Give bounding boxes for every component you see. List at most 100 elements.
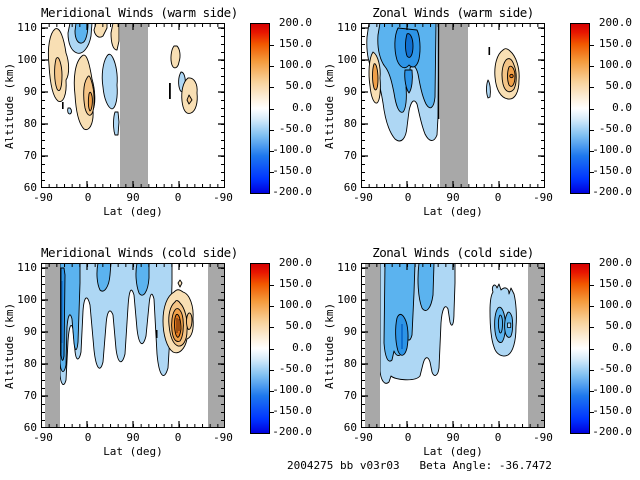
colorbar-tick <box>589 66 594 67</box>
no-data-band <box>365 263 380 428</box>
colorbar-tick-label: 100.0 <box>598 58 632 72</box>
plot-frame <box>361 23 545 188</box>
panel-title: Meridional Winds (warm side) <box>41 5 238 20</box>
colorbar-tick-label: 0.0 <box>612 340 632 354</box>
x-tick-label: -90 <box>33 431 53 444</box>
colorbar-tick-label: -100.0 <box>592 142 632 156</box>
contour-plot-meridional-warm <box>41 23 225 188</box>
x-tick-label: 90 <box>446 191 460 204</box>
colorbar-tick-label: -150.0 <box>272 163 312 177</box>
colorbar <box>250 23 274 194</box>
x-tick-label: -90 <box>353 431 373 444</box>
colorbar <box>250 263 274 434</box>
y-tick-label: 60 <box>23 421 37 434</box>
colorbar-tick <box>589 285 594 286</box>
colorbar-tick <box>589 151 594 152</box>
x-tick-label: 0 <box>174 431 182 444</box>
x-tick-label: 0 <box>404 191 412 204</box>
colorbar-tick <box>589 109 594 110</box>
colorbar-tick-label: -200.0 <box>272 425 312 438</box>
y-axis-tick-labels: 110 100 90 80 70 60 <box>0 261 37 435</box>
contour-plot-meridional-cold <box>41 263 225 428</box>
colorbar-tick-label: 0.0 <box>292 100 312 114</box>
y-tick-label: 110 <box>337 21 357 34</box>
plot-frame <box>41 23 225 188</box>
y-tick-label: 60 <box>343 421 357 434</box>
colorbar-tick <box>589 306 594 307</box>
colorbar-tick-labels: 200.0 150.0 100.0 50.0 0.0 -50.0 -100.0 -150.0 -… <box>584 16 632 199</box>
colorbar-tick <box>589 370 594 371</box>
colorbar-tick <box>269 151 274 152</box>
colorbar-tick-label: -150.0 <box>272 403 312 417</box>
plot-area <box>361 263 545 428</box>
colorbar-tick <box>589 327 594 328</box>
axis-minor-ticks-left <box>41 23 45 188</box>
colorbar-tick-label: -200.0 <box>272 185 312 198</box>
colorbar-tick-label: 50.0 <box>285 79 313 93</box>
colorbar-tick-label: 100.0 <box>278 298 312 312</box>
x-axis-label: Lat (deg) <box>423 445 483 458</box>
colorbar-tick <box>269 172 274 173</box>
y-tick-label: 100 <box>337 53 357 66</box>
x-tick-label: 0 <box>84 431 92 444</box>
plot-frame <box>361 263 545 428</box>
contour-fills <box>47 23 198 136</box>
x-tick-label: 90 <box>126 191 140 204</box>
y-tick-label: 90 <box>343 325 357 338</box>
y-tick-label: 80 <box>343 117 357 130</box>
y-tick-label: 70 <box>23 149 37 162</box>
colorbar-tick <box>589 87 594 88</box>
no-data-band <box>45 263 60 428</box>
colorbar-tick <box>589 391 594 392</box>
colorbar-tick <box>269 306 274 307</box>
colorbar-tick-label: -50.0 <box>278 361 312 375</box>
panel-title: Zonal Winds (cold side) <box>372 245 534 260</box>
contour-plot-zonal-warm <box>361 23 545 188</box>
colorbar-tick-label: 150.0 <box>278 37 312 51</box>
x-tick-label: -90 <box>353 191 373 204</box>
colorbar-tick <box>269 66 274 67</box>
y-tick-label: 60 <box>23 181 37 194</box>
y-tick-label: 90 <box>23 85 37 98</box>
plot-frame <box>41 263 225 428</box>
colorbar-tick <box>269 391 274 392</box>
axis-minor-ticks-right <box>221 23 225 188</box>
colorbar-tick <box>269 45 274 46</box>
colorbar-tick-label: 0.0 <box>612 100 632 114</box>
colorbar-tick-label: 100.0 <box>598 298 632 312</box>
contour-fills <box>59 263 194 386</box>
x-tick-label: -90 <box>213 191 233 204</box>
y-tick-label: 90 <box>343 85 357 98</box>
colorbar-tick-labels: 200.0 150.0 100.0 50.0 0.0 -50.0 -100.0 -150.0 -… <box>264 256 312 439</box>
axis-minor-ticks-left <box>361 23 365 188</box>
plot-area <box>41 23 225 188</box>
colorbar-tick-labels: 200.0 150.0 100.0 50.0 0.0 -50.0 -100.0 -150.0 -… <box>264 16 312 199</box>
x-tick-label: 90 <box>446 431 460 444</box>
y-axis-tick-labels: 110 100 90 80 70 60 <box>320 21 357 195</box>
no-data-band <box>120 23 148 188</box>
colorbar-tick-label: -200.0 <box>592 185 632 198</box>
y-tick-label: 70 <box>343 149 357 162</box>
colorbar-tick-label: 0.0 <box>292 340 312 354</box>
y-tick-label: 80 <box>23 357 37 370</box>
no-data-band <box>208 263 225 428</box>
colorbar-tick <box>589 45 594 46</box>
axis-minor-ticks-left <box>41 263 45 428</box>
contour-fills <box>366 23 520 142</box>
footer-annotation: 2004275 bb v03r03 Beta Angle: -36.7472 <box>287 459 552 472</box>
panel-zonal-cold: Zonal Winds (cold side) Altitude (km) 11… <box>320 240 640 480</box>
panel-meridional-warm: Meridional Winds (warm side) Altitude (k… <box>0 0 320 240</box>
colorbar-tick <box>269 285 274 286</box>
colorbar-tick <box>589 349 594 350</box>
colorbar-tick-label: -50.0 <box>598 121 632 135</box>
colorbar-tick <box>589 172 594 173</box>
y-tick-label: 90 <box>23 325 37 338</box>
y-tick-label: 70 <box>23 389 37 402</box>
colorbar-tick-label: -100.0 <box>272 382 312 396</box>
colorbar-tick-label: -150.0 <box>592 163 632 177</box>
colorbar-tick-label: 200.0 <box>598 256 632 269</box>
x-tick-label: 0 <box>174 191 182 204</box>
y-axis-tick-labels: 110 100 90 80 70 60 <box>320 261 357 435</box>
x-axis-label: Lat (deg) <box>423 205 483 218</box>
y-tick-label: 100 <box>337 293 357 306</box>
